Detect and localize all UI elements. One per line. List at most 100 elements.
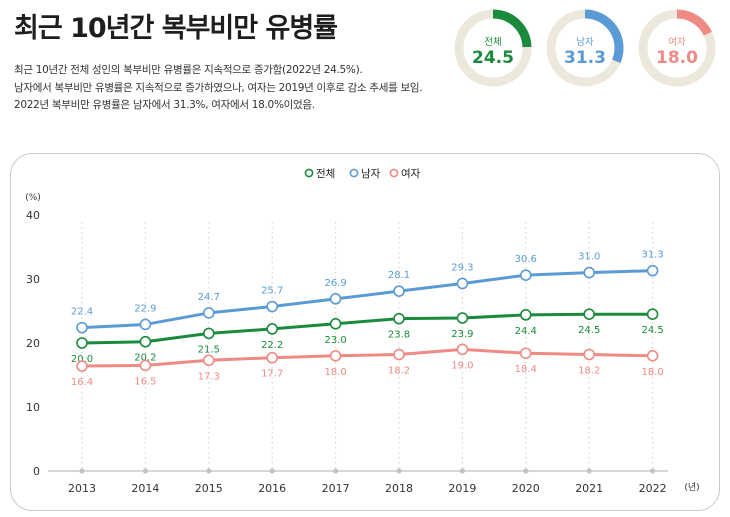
data-point xyxy=(393,348,405,361)
y-axis-label: (%) xyxy=(25,193,41,203)
legend-entry: 여자 xyxy=(401,168,421,180)
donut-value-female: 18.0 xyxy=(656,48,698,68)
donut-total: 전체 24.5 xyxy=(454,9,532,87)
data-label: 28.1 xyxy=(388,270,410,281)
series-line-0 xyxy=(81,312,653,345)
data-label: 20.0 xyxy=(71,354,93,365)
description: 최근 10년간 전체 성인의 복부비만 유병률은 지속적으로 증가함(2022년… xyxy=(14,62,423,115)
data-point xyxy=(266,351,279,364)
data-point xyxy=(329,317,342,330)
x-tick-label: 2016 xyxy=(258,482,286,495)
data-label: 17.3 xyxy=(198,371,220,382)
legend-entry: 남자 xyxy=(361,168,381,180)
x-tick-label: 2014 xyxy=(131,482,159,495)
data-point xyxy=(266,300,279,313)
data-point xyxy=(456,277,469,290)
x-tick-label: 2013 xyxy=(68,482,96,495)
data-point xyxy=(76,337,88,349)
data-label: 30.6 xyxy=(515,254,537,265)
data-label: 25.7 xyxy=(261,286,283,297)
data-label: 18.4 xyxy=(515,364,537,375)
data-point xyxy=(203,307,215,319)
data-label: 23.9 xyxy=(451,329,473,340)
x-tick-label: 2021 xyxy=(575,482,603,495)
series-line-2 xyxy=(81,347,653,368)
data-point xyxy=(583,266,596,279)
data-label: 24.5 xyxy=(641,325,663,336)
data-label: 23.0 xyxy=(324,335,346,346)
data-point xyxy=(76,321,88,334)
data-point xyxy=(329,293,342,305)
data-point xyxy=(393,285,405,297)
legend-marker xyxy=(389,168,399,178)
legend-entry: 전체 xyxy=(316,168,335,180)
data-label: 18.2 xyxy=(388,366,410,377)
data-label: 18.0 xyxy=(324,367,346,378)
data-label: 22.4 xyxy=(71,307,93,318)
y-tick-label: 20 xyxy=(26,337,40,350)
data-label: 24.5 xyxy=(578,325,600,336)
legend-marker xyxy=(304,168,314,178)
data-label: 23.8 xyxy=(388,330,410,341)
data-label: 19.0 xyxy=(451,360,473,371)
donut-arc-male xyxy=(546,9,624,87)
data-label: 21.5 xyxy=(198,344,220,355)
data-point xyxy=(646,349,659,362)
data-point xyxy=(456,312,469,324)
series-line-1 xyxy=(81,269,653,330)
data-label: 18.0 xyxy=(641,367,663,378)
x-tick-label: 2019 xyxy=(448,482,476,495)
data-label: 31.0 xyxy=(578,252,600,263)
chart-card xyxy=(10,153,720,511)
data-point xyxy=(139,335,152,348)
data-point xyxy=(329,349,342,362)
data-point xyxy=(583,308,596,321)
data-point xyxy=(519,347,532,360)
data-label: 16.5 xyxy=(134,376,156,387)
data-point xyxy=(139,318,152,331)
data-point xyxy=(519,309,532,321)
data-point xyxy=(583,348,596,361)
x-tick-label: 2020 xyxy=(512,482,540,495)
data-point xyxy=(456,343,469,356)
legend-marker xyxy=(349,168,359,178)
data-point xyxy=(203,354,215,367)
data-label: 22.2 xyxy=(261,340,283,351)
data-point xyxy=(646,264,659,277)
x-tick-label: 2017 xyxy=(322,482,350,495)
data-label: 29.3 xyxy=(451,262,473,273)
y-tick-label: 10 xyxy=(26,401,40,414)
data-label: 17.7 xyxy=(261,369,283,380)
data-label: 24.7 xyxy=(198,292,220,303)
donut-arc-total xyxy=(454,9,532,87)
description-line-2: 남자에서 복부비만 유병률은 지속적으로 증가하였으나, 여자는 2019년 이… xyxy=(14,81,423,94)
y-tick-label: 40 xyxy=(26,209,40,222)
data-label: 31.3 xyxy=(641,250,663,261)
donut-label-male: 남자 xyxy=(576,37,594,48)
donut-label-female: 여자 xyxy=(668,36,686,48)
y-tick-label: 0 xyxy=(33,465,40,478)
data-point xyxy=(646,308,659,321)
x-tick-label: 2022 xyxy=(639,482,667,495)
donut-male: 남자 31.3 xyxy=(546,9,624,87)
data-point xyxy=(519,269,532,281)
data-point xyxy=(203,327,215,340)
y-tick-label: 30 xyxy=(26,273,40,286)
x-axis-label: (년) xyxy=(684,482,699,493)
x-tick-label: 2015 xyxy=(195,482,223,495)
page-title: 최근 10년간 복부비만 유병률 xyxy=(14,13,338,44)
data-point xyxy=(139,359,152,372)
data-label: 20.2 xyxy=(134,353,156,364)
data-point xyxy=(76,360,88,372)
data-label: 26.9 xyxy=(324,278,346,289)
x-tick-label: 2018 xyxy=(385,482,413,495)
data-label: 22.9 xyxy=(134,303,156,314)
donut-arc-female xyxy=(638,9,716,87)
data-point xyxy=(266,323,279,335)
donut-value-total: 24.5 xyxy=(472,48,514,68)
description-line-3: 2022년 복부비만 유병률은 남자에서 31.3%, 여자에서 18.0%이었… xyxy=(14,99,315,111)
description-line-1: 최근 10년간 전체 성인의 복부비만 유병률은 지속적으로 증가함(2022년… xyxy=(14,64,363,76)
data-label: 18.2 xyxy=(578,366,600,377)
data-label: 24.4 xyxy=(515,326,537,337)
